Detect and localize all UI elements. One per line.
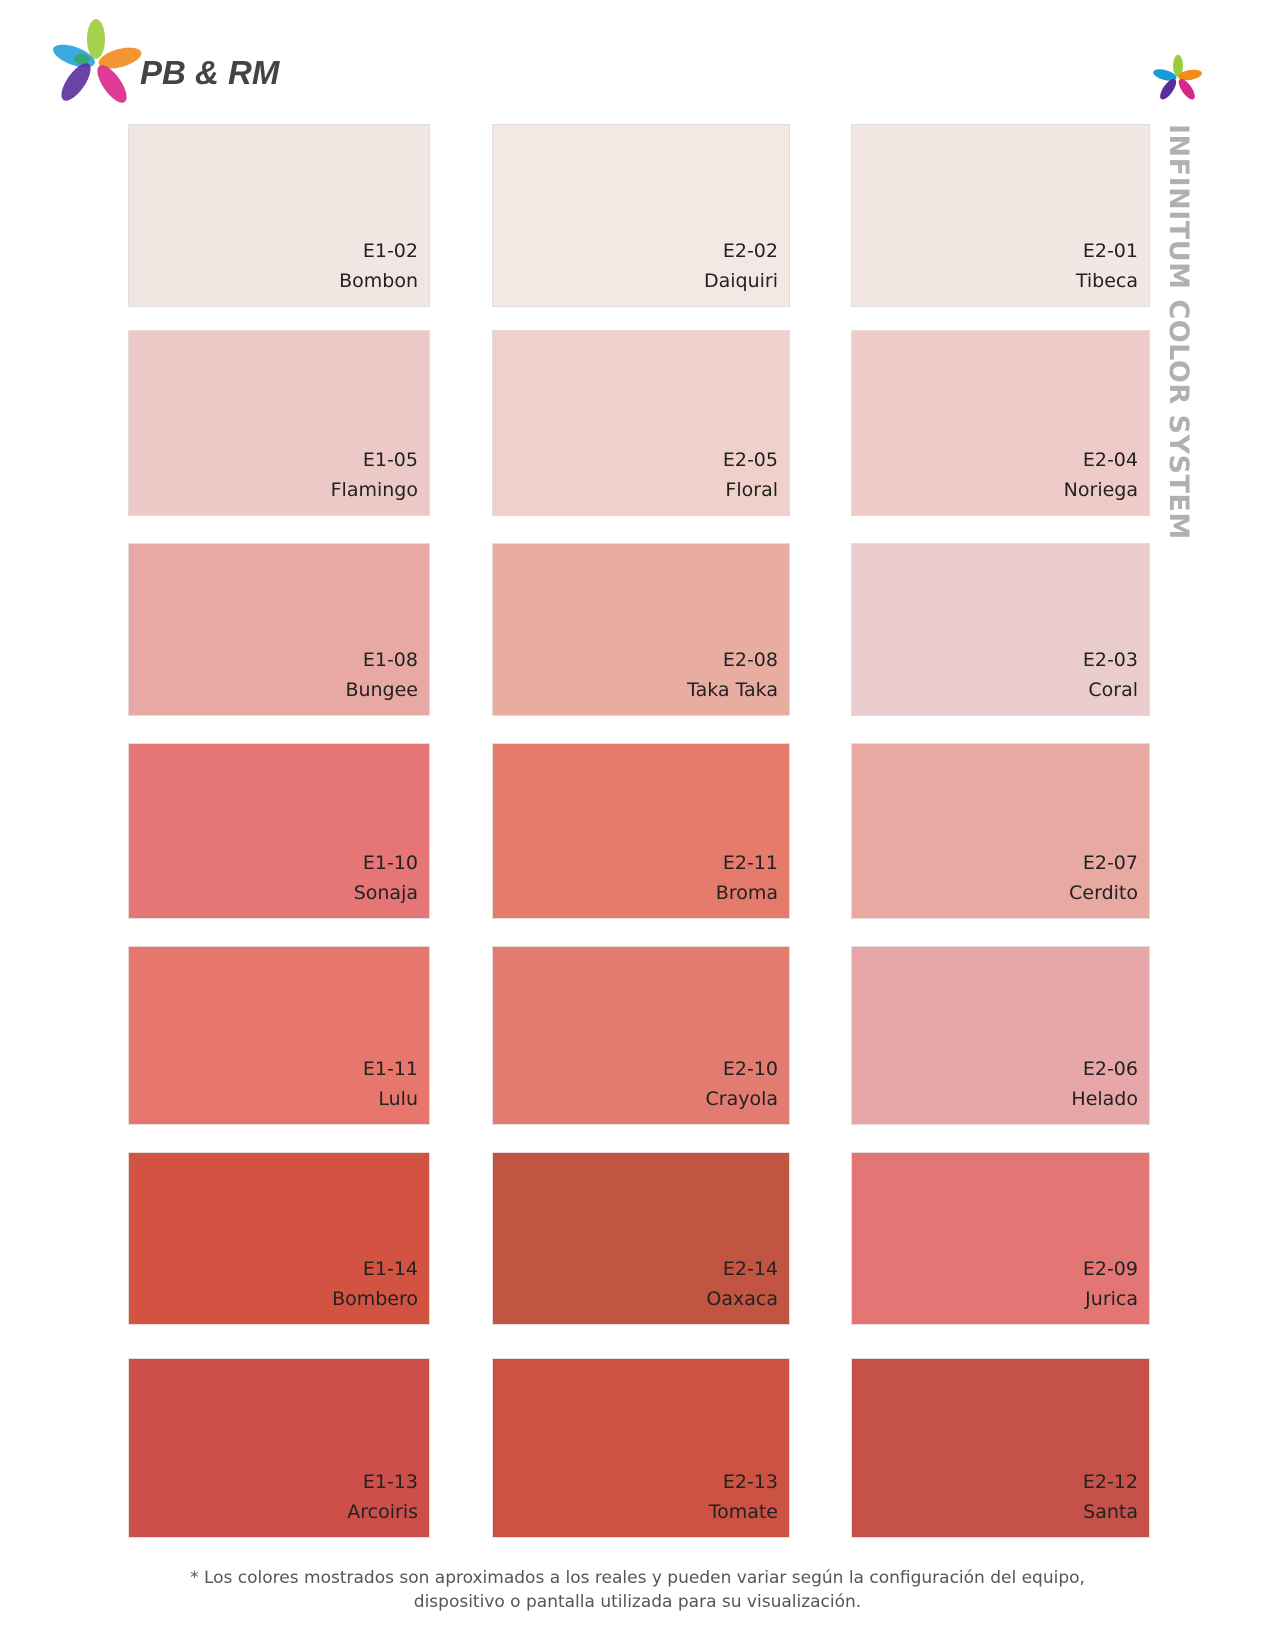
swatch-name: Arcoiris bbox=[347, 1501, 418, 1523]
color-swatch: E2-07 Cerdito bbox=[851, 743, 1150, 919]
swatch-name: Jurica bbox=[1085, 1288, 1138, 1310]
swatch-code: E2-12 bbox=[1082, 1471, 1138, 1493]
flower-icon bbox=[1153, 54, 1202, 100]
color-swatch: E1-02 Bombon bbox=[128, 124, 430, 307]
swatch-name: Cerdito bbox=[1069, 882, 1138, 904]
color-swatch: E2-09 Jurica bbox=[851, 1152, 1150, 1325]
swatch-code: E2-01 bbox=[1082, 240, 1138, 262]
brand-name: PB & RM bbox=[140, 54, 280, 91]
swatch-code: E1-08 bbox=[362, 649, 418, 671]
color-swatch: E1-10 Sonaja bbox=[128, 743, 430, 919]
swatch-code: E1-14 bbox=[362, 1258, 418, 1280]
color-swatch: E2-11 Broma bbox=[492, 743, 790, 919]
swatch-name: Noriega bbox=[1063, 479, 1138, 501]
color-swatch: E1-05 Flamingo bbox=[128, 330, 430, 516]
swatch-name: Daiquiri bbox=[703, 270, 778, 292]
swatch-code: E2-08 bbox=[722, 649, 778, 671]
color-swatch: E2-13 Tomate bbox=[492, 1358, 790, 1538]
swatch-code: E2-14 bbox=[722, 1258, 778, 1280]
swatch-code: E2-07 bbox=[1082, 852, 1138, 874]
color-swatch: E2-04 Noriega bbox=[851, 330, 1150, 516]
swatch-name: Bombero bbox=[332, 1288, 418, 1310]
swatch-name: Tibeca bbox=[1075, 270, 1138, 292]
swatch-name: Broma bbox=[715, 882, 778, 904]
swatch-name: Tomate bbox=[708, 1501, 778, 1523]
color-swatch: E1-14 Bombero bbox=[128, 1152, 430, 1325]
swatch-code: E1-13 bbox=[362, 1471, 418, 1493]
swatch-code: E1-05 bbox=[362, 449, 418, 471]
color-swatch: E2-03 Coral bbox=[851, 543, 1150, 716]
swatch-name: Crayola bbox=[705, 1088, 778, 1110]
swatch-code: E2-13 bbox=[722, 1471, 778, 1493]
color-swatch: E1-13 Arcoiris bbox=[128, 1358, 430, 1538]
swatch-name: Bombon bbox=[339, 270, 418, 292]
swatch-code: E2-03 bbox=[1082, 649, 1138, 671]
swatch-code: E2-11 bbox=[722, 852, 778, 874]
swatch-code: E2-06 bbox=[1082, 1058, 1138, 1080]
swatch-code: E2-05 bbox=[722, 449, 778, 471]
swatch-name: Oaxaca bbox=[706, 1288, 778, 1310]
swatch-name: Floral bbox=[725, 479, 778, 501]
swatch-name: Taka Taka bbox=[687, 679, 778, 701]
color-swatch: E2-02 Daiquiri bbox=[492, 124, 790, 307]
swatch-code: E2-02 bbox=[722, 240, 778, 262]
color-swatch: E2-10 Crayola bbox=[492, 946, 790, 1125]
swatch-name: Santa bbox=[1083, 1501, 1138, 1523]
swatch-code: E1-02 bbox=[362, 240, 418, 262]
swatch-code: E2-10 bbox=[722, 1058, 778, 1080]
disclaimer-line-2: dispositivo o pantalla utilizada para su… bbox=[413, 1592, 862, 1612]
swatch-name: Coral bbox=[1088, 679, 1138, 701]
color-swatch: E2-01 Tibeca bbox=[851, 124, 1150, 307]
color-swatch: E2-08 Taka Taka bbox=[492, 543, 790, 716]
color-swatch: E1-11 Lulu bbox=[128, 946, 430, 1125]
color-swatch: E2-05 Floral bbox=[492, 330, 790, 516]
pbrm-flower-logo bbox=[53, 19, 142, 103]
color-swatch: E2-12 Santa bbox=[851, 1358, 1150, 1538]
color-swatch: E2-06 Helado bbox=[851, 946, 1150, 1125]
swatch-name: Lulu bbox=[378, 1088, 418, 1110]
swatch-name: Bungee bbox=[345, 679, 418, 701]
swatch-name: Sonaja bbox=[353, 882, 418, 904]
disclaimer: * Los colores mostrados son aproximados … bbox=[0, 1566, 1275, 1614]
swatch-code: E1-11 bbox=[362, 1058, 418, 1080]
collection-title: INFINITUM COLOR SYSTEM bbox=[1163, 124, 1194, 540]
swatch-name: Helado bbox=[1071, 1088, 1138, 1110]
swatch-code: E2-04 bbox=[1082, 449, 1138, 471]
swatch-code: E1-10 bbox=[362, 852, 418, 874]
swatch-name: Flamingo bbox=[330, 479, 418, 501]
swatch-code: E2-09 bbox=[1082, 1258, 1138, 1280]
color-swatch: E2-14 Oaxaca bbox=[492, 1152, 790, 1325]
disclaimer-line-1: * Los colores mostrados son aproximados … bbox=[190, 1568, 1085, 1588]
color-swatch: E1-08 Bungee bbox=[128, 543, 430, 716]
